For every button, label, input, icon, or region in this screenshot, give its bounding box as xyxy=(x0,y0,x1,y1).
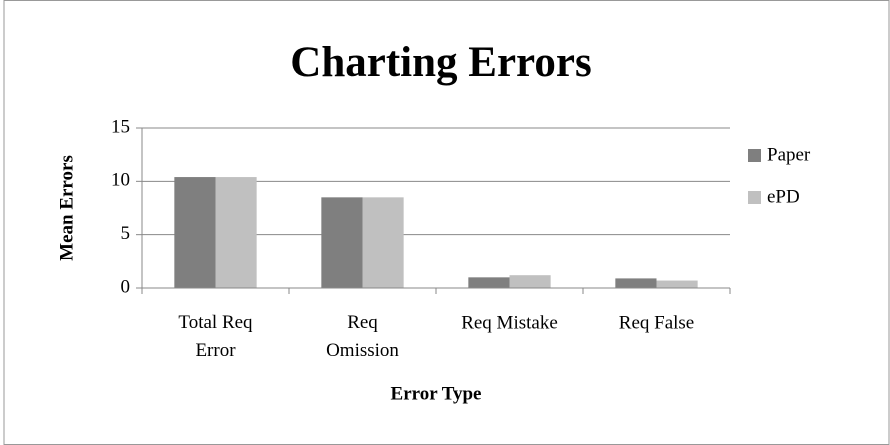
bar xyxy=(468,277,510,288)
chart-frame xyxy=(3,0,890,445)
x-tick-label: Total Req Error xyxy=(178,312,253,361)
bar xyxy=(656,280,698,288)
y-tick-label: 0 xyxy=(121,276,131,297)
bar xyxy=(321,197,363,288)
bar xyxy=(215,177,257,288)
x-axis-label: Error Type xyxy=(391,383,482,404)
bar xyxy=(509,275,551,288)
y-tick-label: 5 xyxy=(121,223,131,244)
chart-title: Charting Errors xyxy=(290,39,591,86)
y-axis-label: Mean Errors xyxy=(56,155,77,261)
x-tick-label: Req Omission xyxy=(326,312,399,361)
legend-label: ePD xyxy=(767,186,800,207)
y-tick-label: 10 xyxy=(111,170,130,191)
bar xyxy=(174,177,216,288)
y-tick-label: 15 xyxy=(111,116,130,137)
x-tick-label: Req False xyxy=(619,312,694,333)
legend-label: Paper xyxy=(767,144,811,165)
legend-swatch xyxy=(748,149,761,162)
bar xyxy=(362,197,404,288)
x-tick-label: Req Mistake xyxy=(461,312,558,333)
bar xyxy=(615,278,657,288)
legend-swatch xyxy=(748,191,761,204)
